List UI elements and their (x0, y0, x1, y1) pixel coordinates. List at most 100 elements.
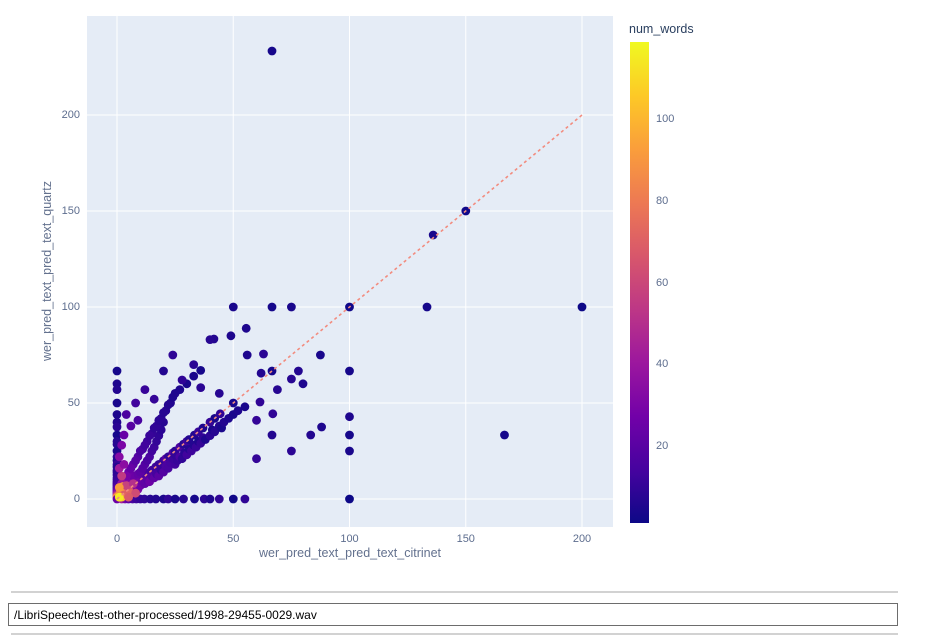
scatter-point[interactable] (149, 394, 159, 404)
scatter-point[interactable] (345, 412, 354, 422)
scatter-point[interactable] (316, 350, 325, 360)
scatter-point[interactable] (268, 409, 278, 419)
y-tick-label: 50 (67, 397, 80, 409)
scatter-point[interactable] (259, 349, 268, 359)
scatter-point[interactable] (422, 302, 432, 312)
x-tick-label: 150 (456, 533, 475, 545)
reference-line (116, 114, 583, 500)
scatter-point[interactable] (112, 422, 122, 432)
scatter-point[interactable] (112, 385, 122, 394)
scatter-point[interactable] (240, 494, 250, 504)
scatter-point[interactable] (168, 350, 178, 360)
scatter-point[interactable] (149, 423, 159, 433)
x-tick-label: 100 (340, 533, 359, 545)
scatter-point[interactable] (131, 488, 141, 498)
scatter-point[interactable] (267, 46, 277, 56)
x-axis-title: wer_pred_text_pred_text_citrinet (258, 546, 442, 560)
scatter-point[interactable] (112, 398, 122, 408)
y-tick-label: 100 (61, 301, 80, 313)
scatter-point[interactable] (133, 415, 143, 425)
scatter-point[interactable] (267, 302, 277, 312)
scatter-point[interactable] (214, 389, 224, 398)
scatter-point[interactable] (267, 430, 277, 440)
x-tick-label: 0 (113, 533, 121, 545)
scatter-point[interactable] (140, 385, 150, 394)
scatter-point[interactable] (252, 454, 261, 464)
scatter-point[interactable] (345, 366, 354, 376)
scatter-point[interactable] (140, 440, 150, 450)
scatter-point[interactable] (273, 385, 282, 394)
scatter-point[interactable] (114, 483, 124, 492)
scatter-point[interactable] (345, 494, 354, 504)
colorbar-title: num_words (629, 22, 694, 36)
scatter-plot-area[interactable] (0, 0, 939, 585)
scatter-point[interactable] (170, 494, 180, 504)
scatter-point[interactable] (241, 323, 251, 333)
scatter-point[interactable] (119, 460, 129, 469)
scatter-point[interactable] (145, 431, 155, 440)
scatter-point[interactable] (287, 446, 296, 456)
scatter-point[interactable] (577, 302, 587, 312)
scatter-point[interactable] (159, 408, 168, 417)
divider-bottom (11, 633, 898, 635)
scatter-point[interactable] (189, 360, 199, 369)
scatter-point[interactable] (287, 374, 296, 384)
scatter-point[interactable] (252, 415, 261, 425)
divider-top (11, 591, 898, 593)
y-tick-label: 0 (73, 493, 80, 505)
scatter-point[interactable] (114, 452, 124, 462)
scatter-point[interactable] (163, 400, 173, 410)
colorbar-tick-label: 60 (656, 276, 669, 289)
scatter-point[interactable] (131, 456, 141, 465)
scatter-point[interactable] (196, 366, 206, 375)
scatter-point[interactable] (287, 302, 296, 312)
scatter-point[interactable] (124, 492, 133, 502)
scatter-point[interactable] (345, 430, 354, 440)
scatter-point[interactable] (228, 494, 238, 504)
scatter-point[interactable] (112, 410, 122, 419)
scatter-point[interactable] (112, 366, 122, 376)
scatter-point[interactable] (240, 402, 250, 412)
scatter-point[interactable] (126, 463, 136, 473)
scatter-point[interactable] (151, 494, 161, 504)
scatter-point[interactable] (196, 383, 206, 392)
file-path-input[interactable] (8, 603, 898, 626)
scatter-point[interactable] (117, 440, 127, 450)
scatter-point[interactable] (306, 430, 316, 440)
scatter-point[interactable] (317, 422, 326, 432)
scatter-point[interactable] (131, 398, 141, 408)
scatter-point[interactable] (294, 366, 303, 376)
scatter-point[interactable] (255, 397, 265, 407)
scatter-point[interactable] (179, 494, 188, 504)
scatter-point[interactable] (190, 494, 199, 504)
scatter-point[interactable] (126, 421, 136, 431)
scatter-point[interactable] (233, 406, 243, 416)
scatter-point[interactable] (163, 494, 173, 504)
scatter-point[interactable] (128, 479, 138, 488)
scatter-point[interactable] (121, 481, 131, 490)
scatter-point[interactable] (205, 335, 215, 344)
scatter-point[interactable] (214, 494, 224, 504)
scatter-point[interactable] (428, 230, 438, 240)
scatter-point[interactable] (177, 375, 187, 385)
scatter-point[interactable] (121, 410, 131, 419)
scatter-point[interactable] (500, 430, 509, 440)
scatter-point[interactable] (117, 471, 127, 481)
scatter-point[interactable] (226, 331, 236, 341)
scatter-point[interactable] (189, 371, 199, 381)
scatter-point[interactable] (154, 415, 164, 425)
scatter-point[interactable] (205, 494, 215, 504)
scatter-point[interactable] (175, 385, 185, 394)
x-tick-label: 200 (572, 533, 592, 545)
scatter-point[interactable] (228, 302, 238, 312)
scatter-point[interactable] (242, 350, 252, 360)
scatter-point[interactable] (298, 379, 308, 389)
scatter-point[interactable] (112, 430, 122, 440)
colorbar-tick-label: 80 (656, 194, 669, 207)
scatter-point[interactable] (256, 368, 266, 378)
scatter-point[interactable] (168, 392, 178, 402)
scatter-point[interactable] (159, 366, 168, 376)
scatter-point[interactable] (345, 446, 354, 456)
scatter-point[interactable] (119, 430, 129, 440)
